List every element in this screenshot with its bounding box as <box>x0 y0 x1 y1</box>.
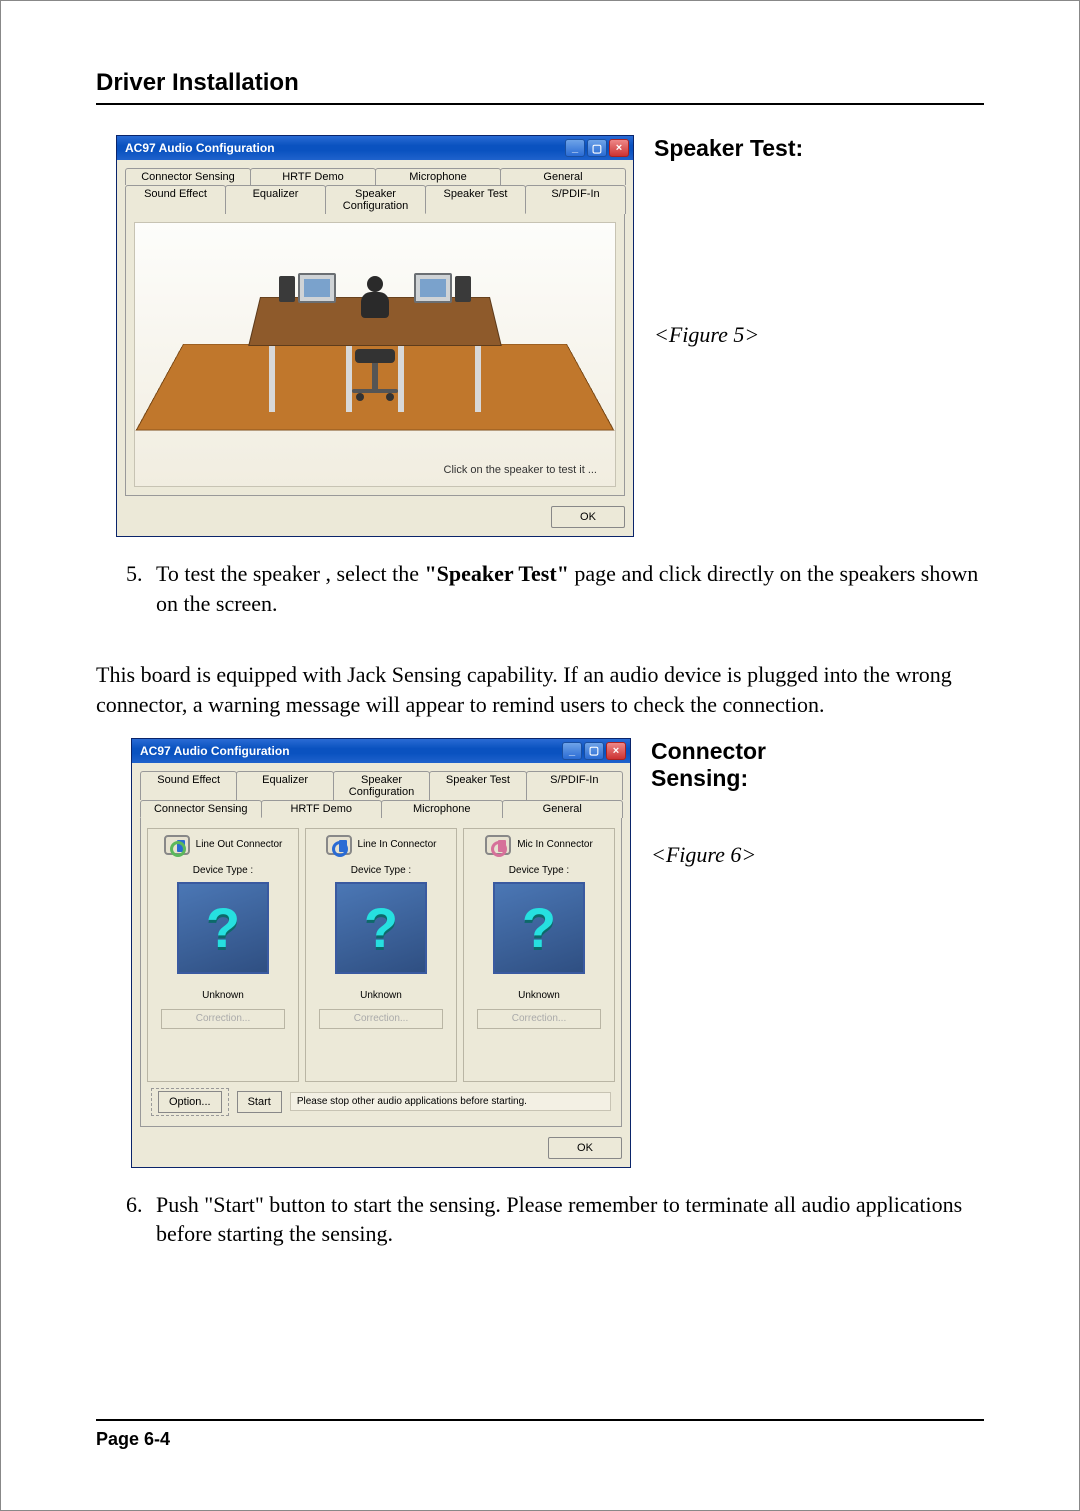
tab-general[interactable]: General <box>500 168 626 185</box>
section1-heading: Speaker Test: <box>654 135 854 162</box>
line-out-column: Line Out Connector Device Type : ? Unkno… <box>147 828 299 1082</box>
hint-text: Click on the speaker to test it ... <box>444 464 597 476</box>
tab-microphone[interactable]: Microphone <box>375 168 501 185</box>
tab-strip: Sound Effect Equalizer Speaker Configura… <box>140 771 622 818</box>
connector-sensing-panel: Line Out Connector Device Type : ? Unkno… <box>140 817 622 1127</box>
window-titlebar: AC97 Audio Configuration _ ▢ × <box>132 739 630 763</box>
maximize-icon[interactable]: ▢ <box>587 139 607 157</box>
tab-spdif-in[interactable]: S/PDIF-In <box>526 771 623 800</box>
tab-speaker-config[interactable]: Speaker Configuration <box>325 185 426 214</box>
step5-bold: "Speaker Test" <box>424 561 568 586</box>
correction-button[interactable]: Correction... <box>161 1009 285 1029</box>
desk-leg <box>475 344 481 412</box>
mic-in-jack-icon <box>485 835 511 855</box>
line-out-jack-icon <box>164 835 190 855</box>
mic-in-column: Mic In Connector Device Type : ? Unknown… <box>463 828 615 1082</box>
desk-leg <box>269 344 275 412</box>
person-icon <box>358 276 392 316</box>
tab-speaker-test[interactable]: Speaker Test <box>429 771 526 800</box>
minimize-icon[interactable]: _ <box>562 742 582 760</box>
monitor-icon <box>414 273 452 303</box>
figure5-window: AC97 Audio Configuration _ ▢ × Connector… <box>116 135 634 537</box>
tab-sound-effect[interactable]: Sound Effect <box>140 771 237 800</box>
left-speaker-icon[interactable] <box>279 276 295 302</box>
minimize-icon[interactable]: _ <box>565 139 585 157</box>
tab-equalizer[interactable]: Equalizer <box>225 185 326 214</box>
correction-button[interactable]: Correction... <box>319 1009 443 1029</box>
tab-connector-sensing[interactable]: Connector Sensing <box>125 168 251 185</box>
window-title: AC97 Audio Configuration <box>140 744 560 758</box>
figure6-window: AC97 Audio Configuration _ ▢ × Sound Eff… <box>131 738 631 1168</box>
tab-general[interactable]: General <box>502 800 624 818</box>
close-icon[interactable]: × <box>609 139 629 157</box>
speaker-scene[interactable]: Click on the speaker to test it ... <box>134 222 616 487</box>
tab-microphone[interactable]: Microphone <box>381 800 503 818</box>
window-title: AC97 Audio Configuration <box>125 141 563 155</box>
chair-icon <box>352 349 398 393</box>
unknown-device-icon: ? <box>493 882 585 974</box>
maximize-icon[interactable]: ▢ <box>584 742 604 760</box>
jack-sensing-paragraph: This board is equipped with Jack Sensing… <box>96 660 984 719</box>
step5-text-pre: To test the speaker , select the <box>156 561 424 586</box>
desk-leg <box>398 344 404 412</box>
figure5-caption: <Figure 5> <box>654 322 854 348</box>
ok-button[interactable]: OK <box>551 506 625 528</box>
step6-text: Push "Start" button to start the sensing… <box>156 1192 962 1247</box>
unknown-device-icon: ? <box>335 882 427 974</box>
tab-equalizer[interactable]: Equalizer <box>236 771 333 800</box>
line-in-jack-icon <box>326 835 352 855</box>
tab-speaker-test[interactable]: Speaker Test <box>425 185 526 214</box>
window-titlebar: AC97 Audio Configuration _ ▢ × <box>117 136 633 160</box>
device-type-label: Device Type : <box>509 865 569 876</box>
correction-button[interactable]: Correction... <box>477 1009 601 1029</box>
monitor-icon <box>298 273 336 303</box>
start-button[interactable]: Start <box>237 1091 282 1113</box>
device-type-label: Device Type : <box>193 865 253 876</box>
device-type-label: Device Type : <box>351 865 411 876</box>
status-text: Unknown <box>518 990 560 1001</box>
mic-in-label: Mic In Connector <box>517 839 593 850</box>
tab-hrtf-demo[interactable]: HRTF Demo <box>250 168 376 185</box>
step5-number: 5. <box>126 559 143 589</box>
page-footer: Page 6-4 <box>96 1419 984 1450</box>
figure6-caption: <Figure 6> <box>651 842 851 868</box>
line-in-column: Line In Connector Device Type : ? Unknow… <box>305 828 457 1082</box>
tab-hrtf-demo[interactable]: HRTF Demo <box>261 800 383 818</box>
ok-button[interactable]: OK <box>548 1137 622 1159</box>
step6-number: 6. <box>126 1190 143 1220</box>
tab-speaker-config[interactable]: Speaker Configuration <box>333 771 430 800</box>
close-icon[interactable]: × <box>606 742 626 760</box>
line-in-label: Line In Connector <box>358 839 437 850</box>
page-title: Driver Installation <box>96 69 984 105</box>
unknown-device-icon: ? <box>177 882 269 974</box>
tab-strip: Connector Sensing HRTF Demo Microphone G… <box>125 168 625 214</box>
line-out-label: Line Out Connector <box>196 839 283 850</box>
section2-heading: Connector Sensing: <box>651 738 851 792</box>
status-text: Unknown <box>202 990 244 1001</box>
right-speaker-icon[interactable] <box>455 276 471 302</box>
speaker-test-panel: Click on the speaker to test it ... <box>125 213 625 496</box>
warning-message: Please stop other audio applications bef… <box>290 1092 611 1111</box>
status-text: Unknown <box>360 990 402 1001</box>
tab-spdif-in[interactable]: S/PDIF-In <box>525 185 626 214</box>
option-button[interactable]: Option... <box>158 1091 222 1113</box>
tab-connector-sensing[interactable]: Connector Sensing <box>140 800 262 818</box>
tab-sound-effect[interactable]: Sound Effect <box>125 185 226 214</box>
